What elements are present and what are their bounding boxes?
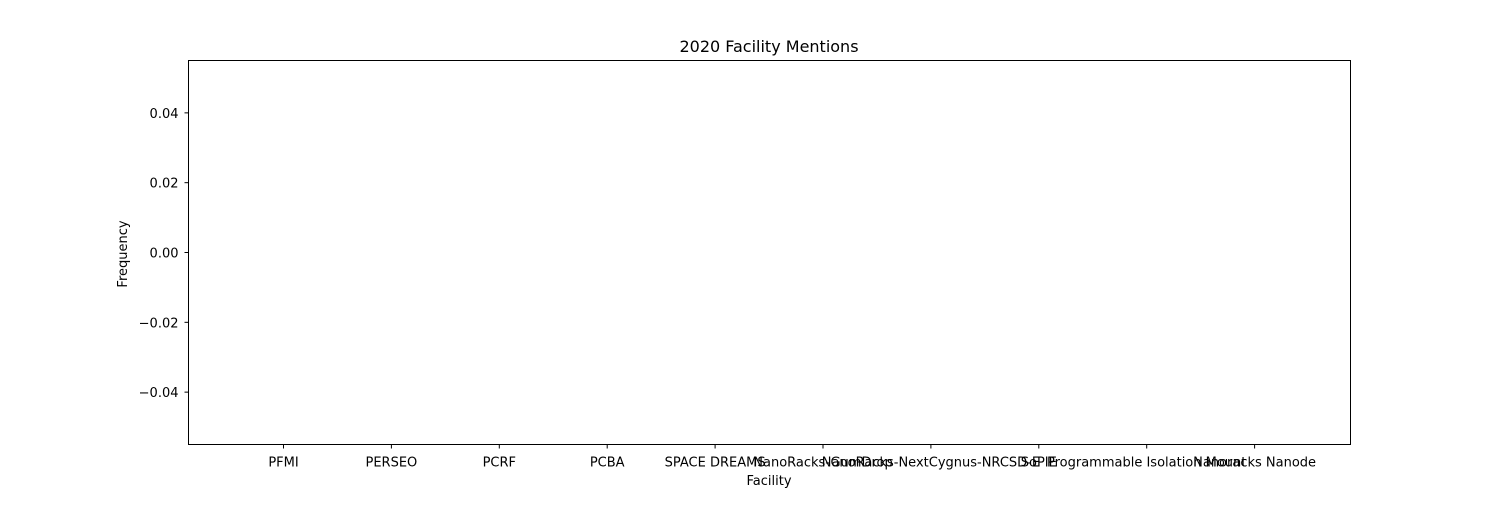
x-tick-label: PCRF <box>483 456 516 471</box>
x-tick-label: SPACE DREAMS <box>665 456 766 471</box>
y-tick-label: −0.02 <box>139 316 179 331</box>
y-tick-label: 0.04 <box>150 107 179 122</box>
x-axis-label: Facility <box>746 474 791 489</box>
x-tick-label: Nanoracks Nanode <box>1193 456 1316 471</box>
x-axis: PFMI PERSEO PCRF PCBA SPACE DREAMSNanoRacks-… <box>268 444 1316 471</box>
y-tick-label: 0.00 <box>150 247 179 262</box>
y-tick-label: 0.02 <box>150 177 179 192</box>
x-tick-label: NanoRacks-NextCygnus-NRCSD-E <box>822 456 1040 471</box>
x-tick-label: SoPIE <box>1021 456 1057 471</box>
y-axis: −0.04 −0.02 0.00 0.02 0.04 <box>139 107 189 401</box>
chart-title: 2020 Facility Mentions <box>679 37 858 56</box>
x-tick-label: PERSEO <box>366 456 418 471</box>
y-axis-label: Frequency <box>116 220 131 287</box>
y-tick-label: −0.04 <box>139 386 179 401</box>
x-tick-label: PCBA <box>590 456 625 471</box>
plot-area-frame <box>188 60 1351 445</box>
x-tick-label: Programmable Isolation Mount <box>1047 456 1246 471</box>
x-tick-label: NanoRacks-GumDrop <box>753 456 892 471</box>
x-tick-label: PFMI <box>268 456 298 471</box>
